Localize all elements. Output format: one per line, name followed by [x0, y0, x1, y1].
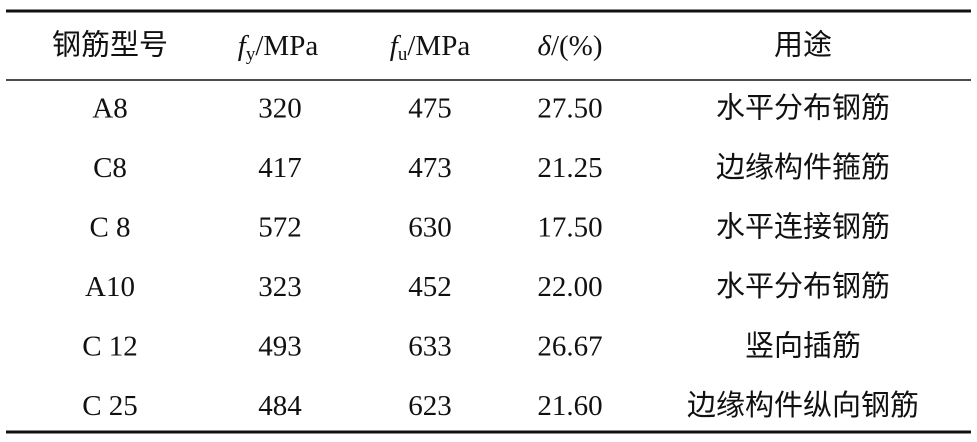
table-cell: 边缘构件箍筋 — [716, 151, 890, 184]
table-cell: 17.50 — [537, 212, 602, 244]
table-cell: 323 — [258, 271, 302, 303]
header-cell: 用途 — [774, 29, 832, 62]
table-cell: 26.67 — [537, 331, 602, 363]
table-cell: 水平连接钢筋 — [716, 211, 890, 244]
header-cell: fu/MPa — [390, 30, 471, 66]
header-cell: fy/MPa — [238, 30, 319, 66]
table-cell: 21.25 — [537, 152, 602, 184]
table-cell: 473 — [408, 152, 452, 184]
table-cell: C 12 — [82, 331, 138, 363]
unit: /(%) — [551, 30, 603, 62]
table-cell: 572 — [258, 212, 302, 244]
table-cell: 21.60 — [537, 390, 602, 422]
table-cell: A8 — [92, 93, 127, 125]
table-cell: 630 — [408, 212, 452, 244]
header-cell: δ/(%) — [537, 30, 602, 62]
subscript: u — [398, 44, 408, 65]
table-cell: 22.00 — [537, 271, 602, 303]
table-cell: 320 — [258, 93, 302, 125]
table-cell: 27.50 — [537, 93, 602, 125]
table-cell: 484 — [258, 390, 302, 422]
table-cell: A10 — [85, 271, 135, 303]
symbol: δ — [537, 30, 551, 62]
table-cell: 水平分布钢筋 — [716, 270, 890, 303]
table-cell: 493 — [258, 331, 302, 363]
table-cell: 623 — [408, 390, 452, 422]
unit: /MPa — [255, 30, 318, 62]
table-cell: 452 — [408, 271, 452, 303]
table-cell: 633 — [408, 331, 452, 363]
table-cell: C 8 — [89, 212, 130, 244]
table-cell: C8 — [93, 152, 127, 184]
table-cell: 475 — [408, 93, 452, 125]
table-cell: 边缘构件纵向钢筋 — [687, 389, 919, 422]
table-cell: 竖向插筋 — [745, 330, 861, 363]
unit: /MPa — [407, 30, 470, 62]
table-cell: 417 — [258, 152, 302, 184]
subscript: y — [246, 44, 256, 65]
table-cell: C 25 — [82, 390, 138, 422]
table-cell: 水平分布钢筋 — [716, 92, 890, 125]
header-cell: 钢筋型号 — [52, 29, 168, 62]
